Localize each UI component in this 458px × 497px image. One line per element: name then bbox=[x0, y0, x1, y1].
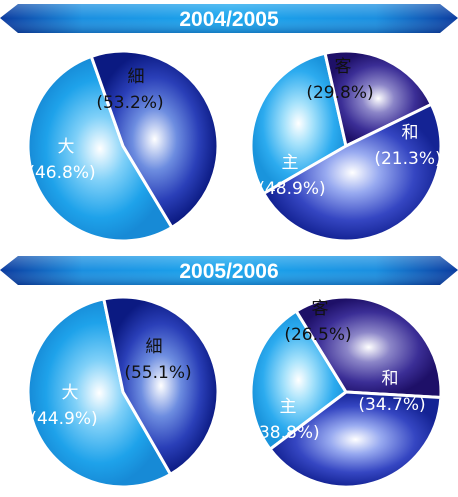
slice-value-label: (55.1%) bbox=[124, 363, 191, 383]
pie-slice-host bbox=[262, 102, 443, 243]
banner-title: 2005/2006 bbox=[179, 260, 278, 283]
slice-label: 客 bbox=[335, 57, 352, 77]
slice-label: 大 bbox=[62, 383, 79, 403]
slice-label: 主 bbox=[280, 397, 297, 417]
slice-value-label: (48.9%) bbox=[258, 179, 325, 199]
pie-slice-guest bbox=[249, 309, 348, 451]
slice-label: 細 bbox=[128, 67, 145, 87]
pie-slice-harmony bbox=[294, 295, 443, 399]
pie-chart-2005-2006-size: 細 (55.1%) 大 (44.9%) bbox=[26, 295, 220, 489]
slice-value-label: (29.8%) bbox=[306, 83, 373, 103]
pie-slice-large bbox=[89, 49, 220, 229]
slice-value-label: (34.7%) bbox=[358, 395, 425, 415]
slice-value-label: (53.2%) bbox=[96, 93, 163, 113]
pie-slice-host bbox=[268, 390, 443, 489]
pie-slice-large bbox=[102, 295, 220, 476]
slice-value-label: (26.5%) bbox=[284, 325, 351, 345]
slice-label: 主 bbox=[282, 153, 299, 173]
slice-label: 和 bbox=[402, 123, 419, 143]
pie-chart-2004-2005-size: 細 (53.2%) 大 (46.8%) bbox=[26, 49, 220, 243]
slice-label: 大 bbox=[58, 137, 75, 157]
slice-value-label: (46.8%) bbox=[28, 163, 95, 183]
slice-label: 和 bbox=[382, 369, 399, 389]
slice-value-label: (38.8%) bbox=[252, 423, 319, 443]
slice-value-label: (21.3%) bbox=[374, 149, 441, 169]
slice-label: 客 bbox=[312, 299, 329, 319]
pie-slice-small bbox=[26, 297, 172, 489]
banner-2004-2005: 2004/2005 bbox=[0, 4, 458, 33]
pie-chart-2004-2005-result: 客 (29.8%) 和 (21.3%) 主 (48.9%) bbox=[249, 49, 443, 243]
slice-value-label: (44.9%) bbox=[30, 409, 97, 429]
banner-title: 2004/2005 bbox=[179, 8, 279, 31]
pie-chart-2005-2006-result: 客 (26.5%) 和 (34.7%) 主 (38.8%) bbox=[249, 295, 443, 489]
banner-2005-2006: 2005/2006 bbox=[0, 256, 458, 285]
pie-slice-small bbox=[26, 54, 174, 243]
pie-slice-harmony bbox=[323, 49, 433, 148]
slice-label: 細 bbox=[146, 337, 163, 357]
